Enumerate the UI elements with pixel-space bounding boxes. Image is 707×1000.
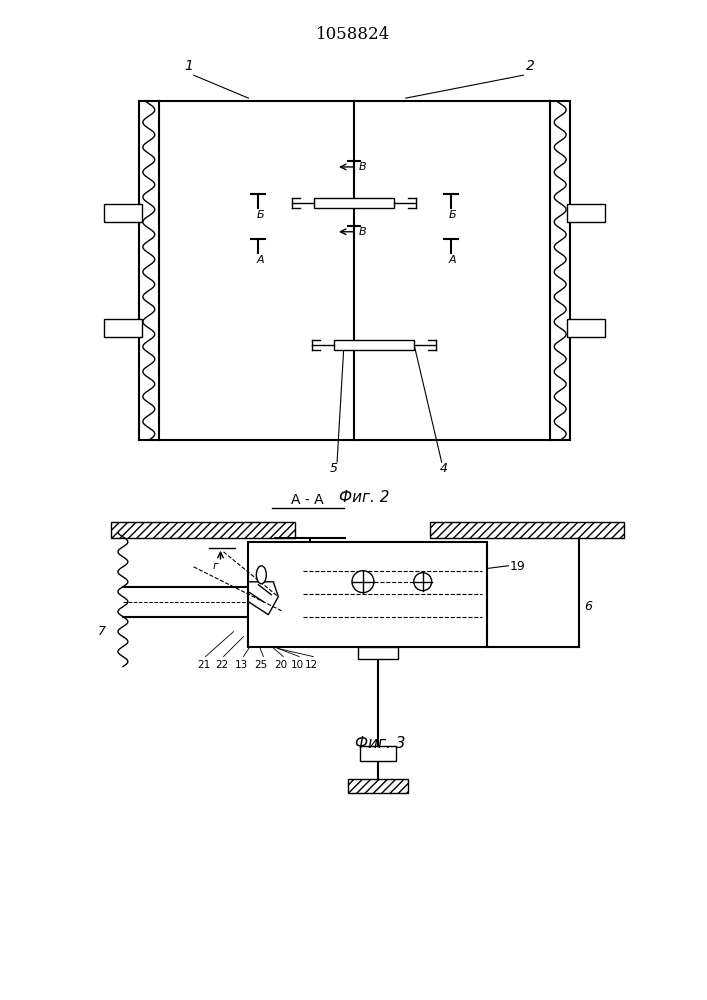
Bar <box>567 204 605 222</box>
Text: А: А <box>449 255 457 265</box>
Text: A - A: A - A <box>291 493 324 507</box>
Circle shape <box>352 571 374 593</box>
Bar <box>104 204 142 222</box>
Text: Фиг. 2: Фиг. 2 <box>339 490 390 505</box>
Text: А: А <box>257 255 264 265</box>
Text: 4: 4 <box>440 462 448 475</box>
Bar <box>104 319 142 337</box>
Text: 10: 10 <box>291 660 304 670</box>
Text: Б: Б <box>449 210 457 220</box>
Text: В: В <box>359 227 367 237</box>
Text: Фиг. 3: Фиг. 3 <box>355 736 405 751</box>
Bar <box>334 340 414 350</box>
Text: 1058824: 1058824 <box>316 26 390 43</box>
Text: 2: 2 <box>526 59 534 73</box>
Text: 12: 12 <box>305 660 317 670</box>
Text: В: В <box>359 162 367 172</box>
Text: 1: 1 <box>185 59 193 73</box>
Text: Б: Б <box>257 210 264 220</box>
Text: 7: 7 <box>98 625 106 638</box>
Text: 6: 6 <box>584 600 592 613</box>
Text: 5: 5 <box>330 462 338 475</box>
Bar <box>248 542 487 647</box>
Text: г: г <box>213 561 218 571</box>
Bar <box>111 522 296 538</box>
Bar <box>430 522 624 538</box>
Text: 19: 19 <box>509 560 525 573</box>
Bar <box>567 319 605 337</box>
Bar <box>348 779 408 793</box>
Text: г: г <box>460 561 465 571</box>
Bar <box>360 746 396 761</box>
Ellipse shape <box>257 566 267 584</box>
Text: 20: 20 <box>275 660 288 670</box>
Text: 13: 13 <box>235 660 248 670</box>
Circle shape <box>414 573 432 591</box>
Bar <box>358 647 398 659</box>
Bar <box>314 198 394 208</box>
Text: 21: 21 <box>197 660 210 670</box>
Text: 22: 22 <box>215 660 228 670</box>
Text: 25: 25 <box>255 660 268 670</box>
